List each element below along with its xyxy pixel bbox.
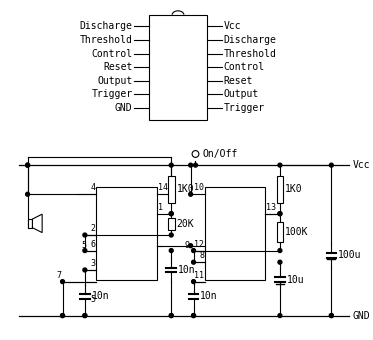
Text: 14: 14 — [158, 183, 167, 192]
Circle shape — [169, 163, 173, 167]
Circle shape — [189, 192, 192, 196]
Text: 12: 12 — [194, 240, 204, 249]
Circle shape — [192, 260, 195, 264]
Circle shape — [60, 313, 65, 318]
Text: Vcc: Vcc — [224, 21, 241, 31]
Circle shape — [26, 163, 29, 167]
Circle shape — [26, 192, 29, 196]
Text: Discharge: Discharge — [224, 35, 276, 45]
Circle shape — [329, 163, 333, 167]
Text: 1: 1 — [158, 203, 163, 212]
Bar — [97, 187, 157, 280]
Text: Output: Output — [97, 76, 132, 86]
Circle shape — [83, 313, 87, 318]
Bar — [276, 176, 283, 203]
Bar — [276, 222, 283, 242]
Text: 10: 10 — [194, 183, 204, 192]
Circle shape — [278, 163, 282, 167]
Text: 3: 3 — [91, 259, 95, 268]
Bar — [149, 15, 207, 120]
Text: 10n: 10n — [92, 291, 109, 301]
Text: On/Off: On/Off — [202, 149, 238, 159]
Text: GND: GND — [353, 310, 370, 321]
Circle shape — [83, 233, 87, 237]
Text: Discharge: Discharge — [79, 21, 132, 31]
Text: 10n: 10n — [200, 291, 218, 301]
Bar — [28, 219, 32, 228]
Text: 4: 4 — [91, 183, 95, 192]
Circle shape — [192, 280, 195, 284]
Text: Reset: Reset — [224, 76, 253, 86]
Circle shape — [169, 313, 173, 318]
Circle shape — [194, 163, 197, 167]
Text: 8: 8 — [199, 251, 204, 260]
Circle shape — [192, 249, 195, 253]
Circle shape — [26, 163, 29, 167]
Circle shape — [83, 249, 87, 253]
Text: 9: 9 — [185, 241, 189, 250]
Circle shape — [278, 249, 282, 253]
Circle shape — [60, 280, 65, 284]
Circle shape — [192, 313, 195, 318]
Text: 100u: 100u — [338, 250, 362, 260]
Circle shape — [83, 268, 87, 272]
Text: Trigger: Trigger — [224, 103, 265, 113]
Bar — [168, 176, 175, 203]
Circle shape — [169, 313, 173, 318]
Text: 1K0: 1K0 — [176, 184, 194, 194]
Circle shape — [169, 212, 173, 216]
Circle shape — [278, 212, 282, 216]
Text: Trigger: Trigger — [91, 89, 132, 99]
Bar — [168, 219, 175, 230]
Circle shape — [169, 233, 173, 237]
Text: 5: 5 — [82, 241, 87, 250]
Text: Control: Control — [224, 62, 265, 72]
Text: 10u: 10u — [287, 275, 304, 285]
Circle shape — [83, 313, 87, 318]
Circle shape — [278, 260, 282, 264]
Text: 100K: 100K — [285, 227, 309, 237]
Circle shape — [60, 313, 65, 318]
Circle shape — [192, 313, 195, 318]
Text: 2: 2 — [91, 224, 95, 233]
Circle shape — [329, 313, 333, 318]
Text: Reset: Reset — [103, 62, 132, 72]
Text: 10n: 10n — [178, 265, 196, 275]
Text: Threshold: Threshold — [79, 35, 132, 45]
Text: 5: 5 — [91, 295, 95, 304]
Text: 7: 7 — [57, 271, 62, 280]
Circle shape — [189, 163, 192, 167]
Text: 11: 11 — [194, 271, 204, 280]
Text: GND: GND — [115, 103, 132, 113]
Circle shape — [169, 249, 173, 253]
Polygon shape — [32, 214, 42, 233]
Text: 1K0: 1K0 — [285, 184, 303, 194]
Text: 20K: 20K — [176, 219, 194, 230]
Text: 6: 6 — [91, 240, 95, 249]
Text: 13: 13 — [266, 203, 276, 212]
Text: Control: Control — [91, 49, 132, 58]
Circle shape — [278, 313, 282, 318]
Text: Threshold: Threshold — [224, 49, 276, 58]
Circle shape — [169, 212, 173, 216]
Circle shape — [329, 313, 333, 318]
Bar — [205, 187, 265, 280]
Circle shape — [189, 244, 192, 248]
Circle shape — [278, 212, 282, 216]
Text: Output: Output — [224, 89, 259, 99]
Text: Vcc: Vcc — [353, 160, 370, 170]
